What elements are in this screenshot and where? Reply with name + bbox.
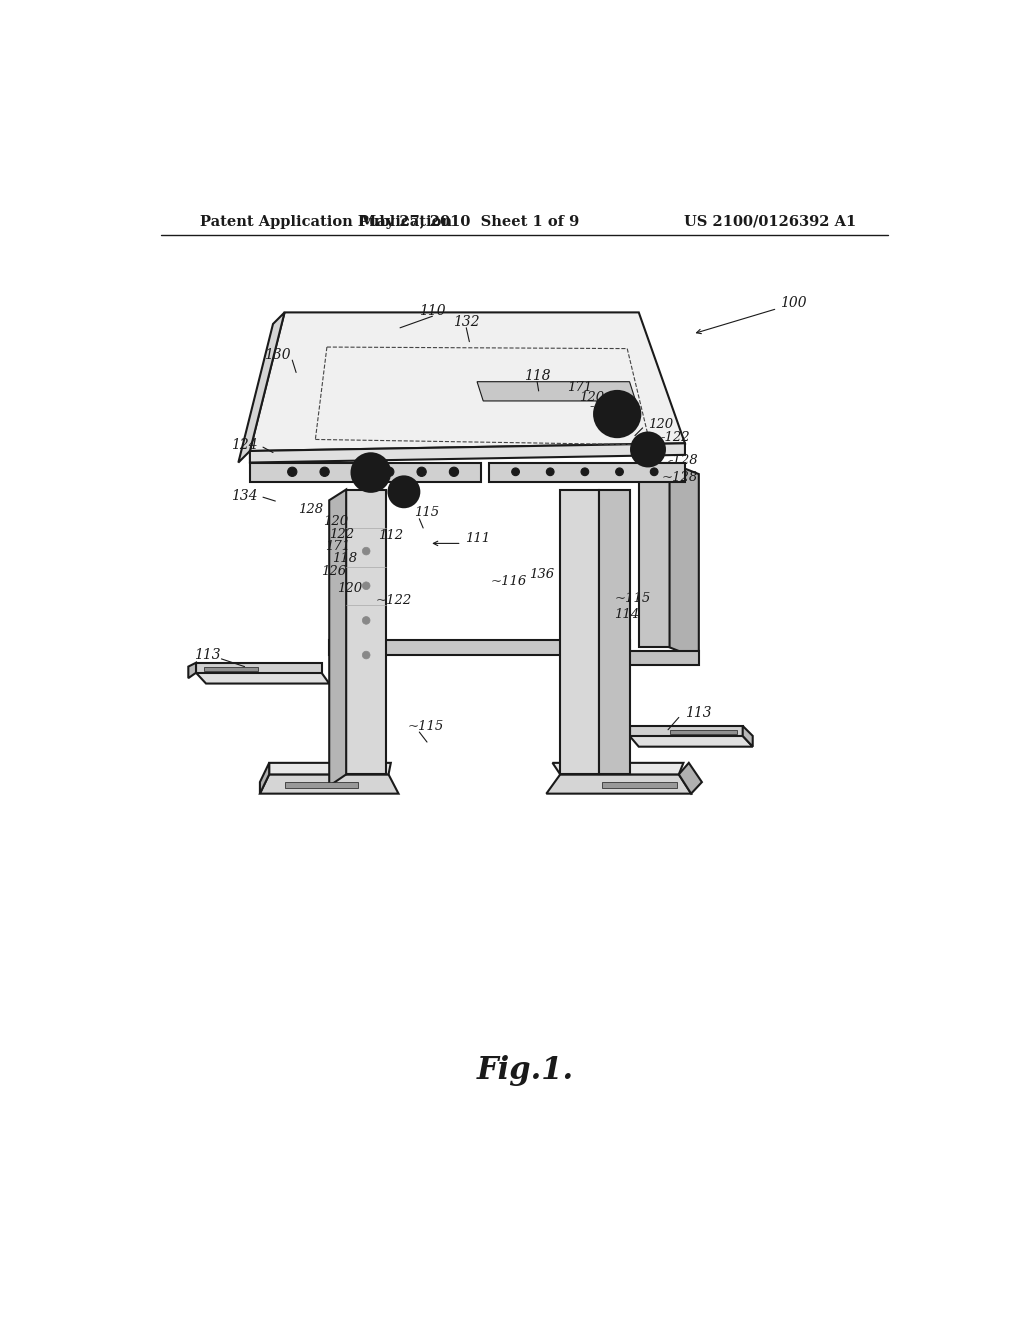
Circle shape: [417, 467, 426, 477]
Text: 120: 120: [579, 391, 604, 404]
Polygon shape: [630, 726, 742, 737]
Text: -122: -122: [660, 430, 690, 444]
Circle shape: [352, 467, 361, 477]
Text: 112: 112: [379, 529, 403, 543]
Text: ~115: ~115: [408, 721, 444, 733]
Text: 115: 115: [414, 506, 439, 519]
Text: 171: 171: [567, 381, 592, 395]
Polygon shape: [250, 444, 685, 462]
Polygon shape: [188, 663, 196, 678]
Polygon shape: [285, 781, 357, 788]
Polygon shape: [547, 775, 691, 793]
Circle shape: [581, 469, 589, 475]
Circle shape: [362, 548, 370, 554]
Polygon shape: [196, 663, 322, 673]
Text: 171: 171: [325, 540, 350, 553]
Polygon shape: [250, 462, 481, 482]
Circle shape: [594, 391, 640, 437]
Text: 132: 132: [453, 315, 479, 330]
Polygon shape: [488, 462, 685, 482]
Circle shape: [631, 433, 665, 466]
Text: 136: 136: [529, 568, 555, 581]
Circle shape: [362, 616, 370, 624]
Circle shape: [388, 477, 419, 507]
Polygon shape: [196, 673, 330, 684]
Polygon shape: [330, 490, 346, 785]
Text: 118: 118: [524, 368, 551, 383]
Text: 113: 113: [194, 648, 220, 663]
Text: 110: 110: [419, 304, 445, 318]
Text: ~115: ~115: [614, 593, 650, 606]
Polygon shape: [553, 763, 683, 775]
Polygon shape: [670, 462, 698, 659]
Polygon shape: [602, 781, 677, 788]
Circle shape: [547, 469, 554, 475]
Circle shape: [615, 469, 624, 475]
Text: 120: 120: [337, 582, 362, 594]
Circle shape: [639, 441, 657, 459]
Text: 126: 126: [322, 565, 347, 578]
Circle shape: [603, 400, 631, 428]
Text: Fig.1.: Fig.1.: [476, 1056, 573, 1086]
Circle shape: [450, 467, 459, 477]
Circle shape: [288, 467, 297, 477]
Polygon shape: [742, 726, 753, 747]
Polygon shape: [330, 640, 630, 655]
Text: 111: 111: [466, 532, 490, 545]
Polygon shape: [250, 313, 685, 451]
Text: 134: 134: [231, 488, 258, 503]
Polygon shape: [346, 490, 386, 775]
Text: Patent Application Publication: Patent Application Publication: [200, 215, 452, 228]
Text: 100: 100: [779, 296, 806, 310]
Circle shape: [611, 409, 623, 420]
Text: ~128: ~128: [662, 471, 698, 484]
Circle shape: [351, 453, 390, 492]
Polygon shape: [239, 313, 285, 462]
Circle shape: [395, 483, 413, 500]
Circle shape: [385, 467, 394, 477]
Circle shape: [319, 467, 330, 477]
Polygon shape: [204, 667, 258, 671]
Text: 120: 120: [648, 418, 673, 432]
Circle shape: [359, 461, 382, 484]
Polygon shape: [599, 490, 630, 775]
Text: -122: -122: [590, 400, 620, 413]
Text: 122: 122: [330, 528, 354, 541]
Text: 126: 126: [609, 409, 635, 422]
Polygon shape: [639, 462, 670, 647]
Polygon shape: [599, 651, 698, 665]
Text: US 2100/0126392 A1: US 2100/0126392 A1: [684, 215, 856, 228]
Polygon shape: [679, 763, 701, 793]
Circle shape: [512, 469, 519, 475]
Polygon shape: [269, 763, 391, 775]
Circle shape: [367, 469, 376, 478]
Polygon shape: [477, 381, 636, 401]
Text: -128: -128: [668, 454, 697, 467]
Text: 118: 118: [333, 552, 357, 565]
Polygon shape: [260, 775, 398, 793]
Polygon shape: [670, 730, 737, 734]
Circle shape: [362, 582, 370, 590]
Polygon shape: [560, 490, 599, 775]
Polygon shape: [260, 763, 269, 793]
Text: May 27, 2010  Sheet 1 of 9: May 27, 2010 Sheet 1 of 9: [359, 215, 579, 228]
Circle shape: [650, 469, 658, 475]
Circle shape: [362, 651, 370, 659]
Text: 114: 114: [614, 607, 639, 620]
Text: 124: 124: [231, 438, 258, 451]
Text: 120: 120: [323, 515, 348, 528]
Text: 113: 113: [685, 706, 712, 719]
Text: 130: 130: [263, 347, 290, 362]
Polygon shape: [630, 737, 753, 747]
Text: ~122: ~122: [376, 594, 412, 607]
Text: 128: 128: [298, 503, 324, 516]
Text: ~116: ~116: [490, 576, 527, 589]
